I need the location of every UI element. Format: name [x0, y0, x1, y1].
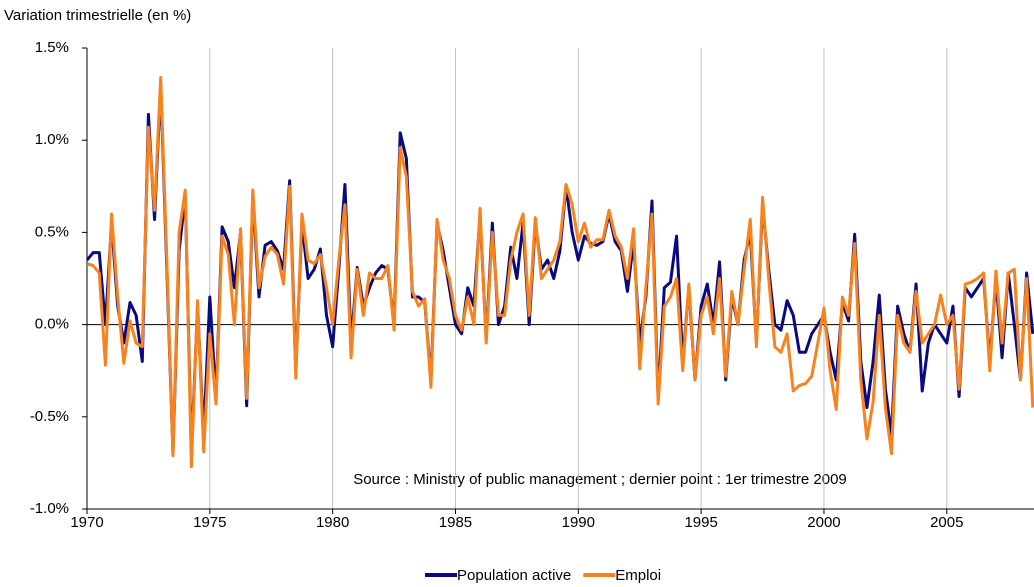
y-tick-label: -0.5% [30, 408, 69, 425]
x-tick-label: 2000 [807, 514, 840, 531]
y-tick-label: 0.5% [35, 223, 69, 240]
y-tick-label: 0.0% [35, 316, 69, 333]
x-tick-label: 1995 [684, 514, 717, 531]
legend-label: Emploi [615, 567, 661, 584]
x-tick-label: 2005 [930, 514, 963, 531]
plot-area [87, 76, 1034, 469]
x-tick-label: 1990 [562, 514, 595, 531]
y-tick-label: 1.0% [35, 131, 69, 148]
x-tick-label: 1985 [439, 514, 472, 531]
y-tick-label: 1.5% [35, 39, 69, 56]
x-tick-label: 1980 [316, 514, 349, 531]
x-tick-label: 1970 [70, 514, 103, 531]
annotation: Source : Ministry of public management ;… [353, 471, 847, 488]
x-tick-label: 1975 [193, 514, 226, 531]
legend-label: Population active [457, 567, 571, 584]
chart-title: Variation trimestrielle (en %) [4, 7, 191, 24]
series-line [87, 76, 1034, 469]
y-tick-label: -1.0% [30, 500, 69, 517]
